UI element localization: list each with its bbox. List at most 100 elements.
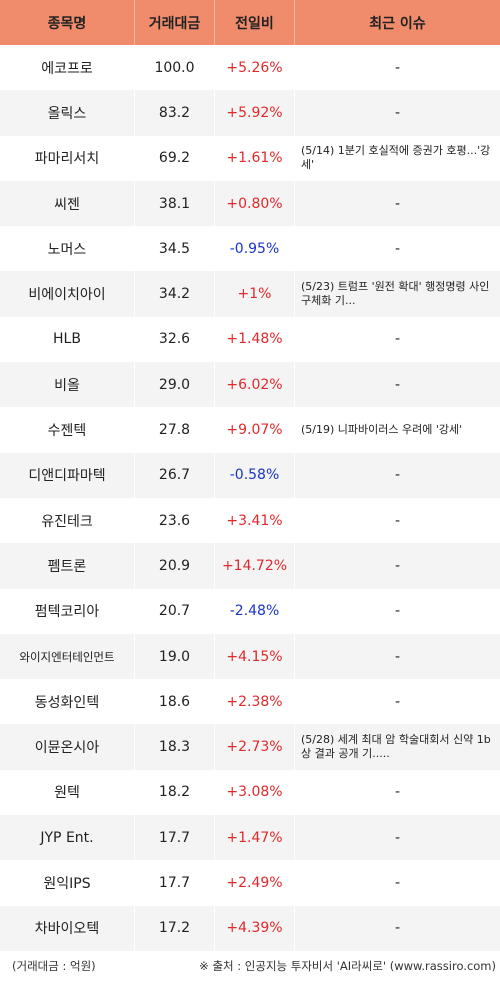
trade-amount: 20.7	[135, 588, 215, 634]
recent-issue: -	[394, 557, 401, 574]
recent-issue: -	[394, 693, 401, 710]
table-row: 파마리서치 69.2 +1.61% (5/14) 1분기 호실적에 증권가 호평...…	[0, 135, 500, 181]
stock-name: 차바이오텍	[0, 905, 135, 951]
table-row: 비올 29.0 +6.02% -	[0, 362, 500, 408]
change-rate: +5.92%	[215, 90, 295, 136]
change-rate: +3.41%	[215, 497, 295, 544]
change-rate: +3.08%	[215, 769, 295, 816]
stock-name: 이뮨온시아	[0, 724, 135, 770]
trade-amount: 23.6	[135, 497, 215, 544]
stock-name: 디앤디파마텍	[0, 452, 135, 498]
recent-issue: -	[394, 59, 401, 76]
stock-name: 비올	[0, 362, 135, 408]
stock-name: 올릭스	[0, 90, 135, 136]
recent-issue: -	[394, 874, 401, 891]
change-rate: +2.49%	[215, 860, 295, 906]
table-row: 올릭스 83.2 +5.92% -	[0, 90, 500, 136]
stock-name: JYP Ent.	[0, 815, 135, 861]
trade-amount: 83.2	[135, 90, 215, 136]
recent-issue: -	[394, 603, 401, 620]
trade-amount: 69.2	[135, 135, 215, 181]
header-name: 종목명	[0, 0, 135, 45]
stock-name: 유진테크	[0, 497, 135, 544]
change-rate: +2.38%	[215, 679, 295, 725]
table-row: 펌텍코리아 20.7 -2.48% -	[0, 588, 500, 634]
change-rate: -0.95%	[215, 226, 295, 272]
recent-issue: -	[394, 104, 401, 121]
recent-issue: -	[394, 648, 401, 665]
trade-amount: 38.1	[135, 180, 215, 227]
table-body: 에코프로 100.0 +5.26% - 올릭스 83.2 +5.92% - 파마리서치 69.2 +…	[0, 45, 500, 951]
change-rate: +1.48%	[215, 316, 295, 363]
table-row: HLB 32.6 +1.48% -	[0, 316, 500, 363]
recent-issue: -	[394, 784, 401, 801]
stock-name: 비에이치아이	[0, 271, 135, 317]
trade-amount: 100.0	[135, 45, 215, 91]
header-change: 전일비	[215, 0, 295, 45]
stock-name: 파마리서치	[0, 135, 135, 181]
change-rate: +1.47%	[215, 815, 295, 861]
stock-name: 수젠텍	[0, 407, 135, 453]
recent-issue: (5/28) 세계 최대 암 학술대회서 신약 1b상 결과 공개 기.....	[301, 733, 491, 761]
trade-amount: 34.5	[135, 226, 215, 272]
table-row: 비에이치아이 34.2 +1% (5/23) 트럼프 '원전 확대' 행정명령 사인 …	[0, 271, 500, 317]
change-rate: +6.02%	[215, 362, 295, 408]
table-row: 동성화인텍 18.6 +2.38% -	[0, 679, 500, 725]
trade-amount: 17.7	[135, 815, 215, 861]
change-rate: +9.07%	[215, 407, 295, 453]
recent-issue: -	[394, 376, 401, 393]
stock-name: 와이지엔터테인먼트	[0, 633, 135, 680]
table-row: 디앤디파마텍 26.7 -0.58% -	[0, 452, 500, 498]
trade-amount: 26.7	[135, 452, 215, 498]
trade-amount: 19.0	[135, 633, 215, 680]
stock-name: 씨젠	[0, 180, 135, 227]
table-row: 수젠텍 27.8 +9.07% (5/19) 니파바이러스 우려에 '강세'	[0, 407, 500, 453]
trade-amount: 20.9	[135, 543, 215, 589]
trade-amount: 18.2	[135, 769, 215, 816]
change-rate: +0.80%	[215, 180, 295, 227]
stock-name: 펌텍코리아	[0, 588, 135, 634]
footer: (거래대금 : 억원) ※ 출처 : 인공지능 투자비서 'AI라씨로' (ww…	[0, 956, 500, 976]
stock-name: 동성화인텍	[0, 679, 135, 725]
stock-name: 원텍	[0, 769, 135, 816]
source-note: ※ 출처 : 인공지능 투자비서 'AI라씨로' (www.rassiro.co…	[199, 959, 496, 973]
table-row: 원익IPS 17.7 +2.49% -	[0, 860, 500, 906]
table-row: 와이지엔터테인먼트 19.0 +4.15% -	[0, 633, 500, 680]
change-rate: +1.61%	[215, 135, 295, 181]
change-rate: +1%	[215, 271, 295, 317]
stock-name: 펨트론	[0, 543, 135, 589]
trade-amount: 32.6	[135, 316, 215, 363]
stock-name: 노머스	[0, 226, 135, 272]
trade-amount: 18.6	[135, 679, 215, 725]
table-header: 종목명 거래대금 전일비 최근 이슈	[0, 0, 500, 45]
unit-note: (거래대금 : 억원)	[12, 959, 96, 973]
recent-issue: -	[394, 829, 401, 846]
stock-name: 원익IPS	[0, 860, 135, 906]
table-row: 펨트론 20.9 +14.72% -	[0, 543, 500, 589]
table-row: 유진테크 23.6 +3.41% -	[0, 497, 500, 544]
change-rate: +14.72%	[215, 543, 295, 589]
trade-amount: 18.3	[135, 724, 215, 770]
recent-issue: -	[394, 331, 401, 348]
table-row: 이뮨온시아 18.3 +2.73% (5/28) 세계 최대 암 학술대회서 신약 1…	[0, 724, 500, 770]
trade-amount: 29.0	[135, 362, 215, 408]
header-amount: 거래대금	[135, 0, 215, 45]
trade-amount: 34.2	[135, 271, 215, 317]
recent-issue: -	[394, 920, 401, 937]
stock-name: 에코프로	[0, 45, 135, 91]
table-row: 원텍 18.2 +3.08% -	[0, 769, 500, 816]
recent-issue: -	[394, 240, 401, 257]
stock-table: 종목명 거래대금 전일비 최근 이슈 에코프로 100.0 +5.26% - 올릭스 83…	[0, 0, 500, 951]
trade-amount: 27.8	[135, 407, 215, 453]
change-rate: -2.48%	[215, 588, 295, 634]
change-rate: +4.39%	[215, 905, 295, 951]
change-rate: +4.15%	[215, 633, 295, 680]
trade-amount: 17.2	[135, 905, 215, 951]
header-issue: 최근 이슈	[369, 15, 426, 32]
table-row: 노머스 34.5 -0.95% -	[0, 226, 500, 272]
recent-issue: (5/14) 1분기 호실적에 증권가 호평...'강세'	[301, 144, 491, 172]
change-rate: +5.26%	[215, 45, 295, 91]
recent-issue: (5/23) 트럼프 '원전 확대' 행정명령 사인 구체화 기...	[301, 280, 490, 308]
table-row: JYP Ent. 17.7 +1.47% -	[0, 815, 500, 861]
recent-issue: -	[394, 512, 401, 529]
